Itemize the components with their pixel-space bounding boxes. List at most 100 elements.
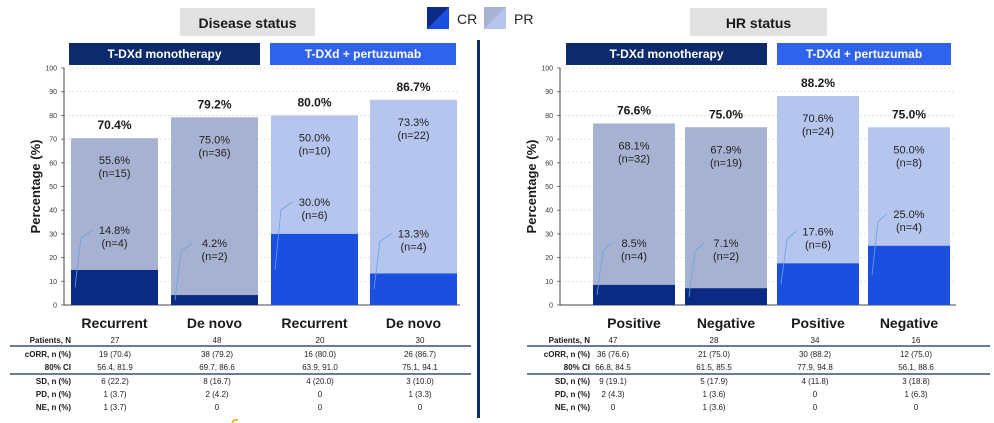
- cr-leader-line: [596, 242, 613, 295]
- y-tick-label: 50: [49, 184, 57, 191]
- category-label: Recurrent: [281, 315, 347, 331]
- panel-title: HR status: [726, 15, 792, 31]
- bar-total-label: 80.0%: [297, 95, 331, 109]
- table-row-label: cORR, n (%): [25, 350, 72, 359]
- cr-leader-line: [780, 230, 797, 285]
- category-label: De novo: [386, 315, 441, 331]
- bar-total-label: 86.7%: [396, 80, 430, 94]
- bar-cr-n-label: (n=4): [102, 238, 128, 250]
- bar-pr-n-label: (n=24): [802, 126, 834, 138]
- cr-leader-line: [871, 213, 888, 276]
- table-cell: 0: [813, 390, 818, 399]
- legend-label: CR: [457, 11, 477, 27]
- legend: CR PR: [427, 7, 533, 29]
- category-label: Positive: [791, 315, 845, 331]
- bar-cr: [777, 263, 859, 305]
- bar-pr: [868, 127, 950, 246]
- panel-divider: [477, 40, 480, 418]
- bar-cr: [71, 269, 158, 305]
- table-row-label: 80% CI: [45, 363, 71, 372]
- bar-pr-label: 73.3%: [398, 117, 429, 129]
- y-tick-label: 80: [545, 113, 553, 120]
- y-tick-label: 60: [545, 160, 553, 167]
- table-cell: 77.9, 94.8: [797, 363, 833, 372]
- cr-leader-line: [174, 242, 193, 301]
- table-cell: 1 (3.7): [103, 390, 126, 399]
- panel-title-box: [180, 8, 315, 36]
- y-tick-label: 90: [545, 89, 553, 96]
- bar-total-label: 88.2%: [801, 76, 835, 90]
- group-header-box: [566, 43, 767, 65]
- bar-pr: [171, 117, 258, 296]
- table-cell: 0: [914, 403, 919, 412]
- table-cell: 30: [416, 336, 425, 345]
- category-label: Negative: [697, 315, 756, 331]
- group-header-label: T-DXd monotherapy: [609, 47, 723, 61]
- table-cell: 27: [111, 336, 120, 345]
- legend-item-cr: CR: [427, 7, 477, 29]
- table-cell: 2 (4.2): [205, 390, 228, 399]
- table-cell: 0: [611, 403, 616, 412]
- bar-cr-label: 17.6%: [802, 226, 833, 238]
- y-tick-label: 80: [49, 113, 57, 120]
- table-cell: 1 (6.3): [904, 390, 927, 399]
- table-row-label: Patients, N: [549, 336, 591, 345]
- table-cell: 0: [418, 403, 423, 412]
- bar-pr-n-label: (n=32): [618, 153, 650, 165]
- table-cell: 69.7, 86.6: [199, 363, 235, 372]
- bar-cr-label: 13.3%: [398, 228, 429, 240]
- bar-total-label: 70.4%: [97, 118, 131, 132]
- panel-hr-status: HR status T-DXd monotherapy T-DXd + pertuz…: [524, 8, 990, 412]
- bar-pr-n-label: (n=8): [896, 157, 922, 169]
- y-tick-label: 0: [549, 303, 553, 310]
- bar-pr-label: 55.6%: [99, 155, 130, 167]
- table-cell: 26 (86.7): [404, 350, 436, 359]
- bar-cr-n-label: (n=6): [302, 210, 328, 222]
- table-cell: 3 (10.0): [406, 377, 434, 386]
- bar-cr-n-label: (n=6): [805, 239, 831, 251]
- bar-pr: [71, 138, 158, 270]
- bar-pr-n-label: (n=10): [298, 145, 330, 157]
- bar-pr-label: 67.9%: [710, 144, 741, 156]
- group-header-label: T-DXd + pertuzumab: [305, 47, 421, 61]
- table-cell: 0: [318, 390, 323, 399]
- bar-pr: [685, 127, 767, 289]
- bar-cr-n-label: (n=4): [621, 251, 647, 263]
- bar-pr-label: 70.6%: [802, 113, 833, 125]
- decoration-mark: [231, 419, 239, 423]
- table-row-label: Patients, N: [30, 336, 72, 345]
- bar-cr: [685, 288, 767, 305]
- y-tick-label: 100: [541, 66, 553, 73]
- bar-pr: [777, 95, 859, 264]
- table-cell: 30 (88.2): [799, 350, 831, 359]
- cr-leader-line: [274, 201, 293, 270]
- table-cell: 56.4, 81.9: [97, 363, 133, 372]
- table-cell: 9 (19.1): [599, 377, 627, 386]
- table-row-label: SD, n (%): [36, 377, 71, 386]
- bar-total-label: 75.0%: [892, 107, 926, 121]
- table-cell: 0: [813, 403, 818, 412]
- table-cell: 16: [912, 336, 921, 345]
- bar-cr-label: 4.2%: [202, 238, 227, 250]
- bar-cr-n-label: (n=2): [202, 251, 228, 263]
- bar-cr-n-label: (n=2): [713, 251, 739, 263]
- table-cell: 1 (3.7): [103, 403, 126, 412]
- table-cell: 8 (16.7): [203, 377, 231, 386]
- table-cell: 48: [213, 336, 222, 345]
- table-cell: 36 (76.6): [597, 350, 629, 359]
- legend-swatch-light-cr: [427, 7, 449, 29]
- table-row-label: NE, n (%): [555, 403, 590, 412]
- bar-pr: [593, 123, 675, 285]
- category-label: Negative: [880, 315, 939, 331]
- bar-pr-n-label: (n=36): [198, 147, 230, 159]
- group-header-box: [270, 43, 456, 65]
- bar-pr-n-label: (n=19): [710, 157, 742, 169]
- y-axis-label: Percentage (%): [28, 140, 43, 234]
- bar-cr: [271, 233, 358, 305]
- table-cell: 1 (3.6): [702, 390, 725, 399]
- bar-pr-label: 50.0%: [299, 132, 330, 144]
- y-tick-label: 100: [45, 66, 57, 73]
- table-cell: 47: [609, 336, 618, 345]
- table-row-label: NE, n (%): [36, 403, 71, 412]
